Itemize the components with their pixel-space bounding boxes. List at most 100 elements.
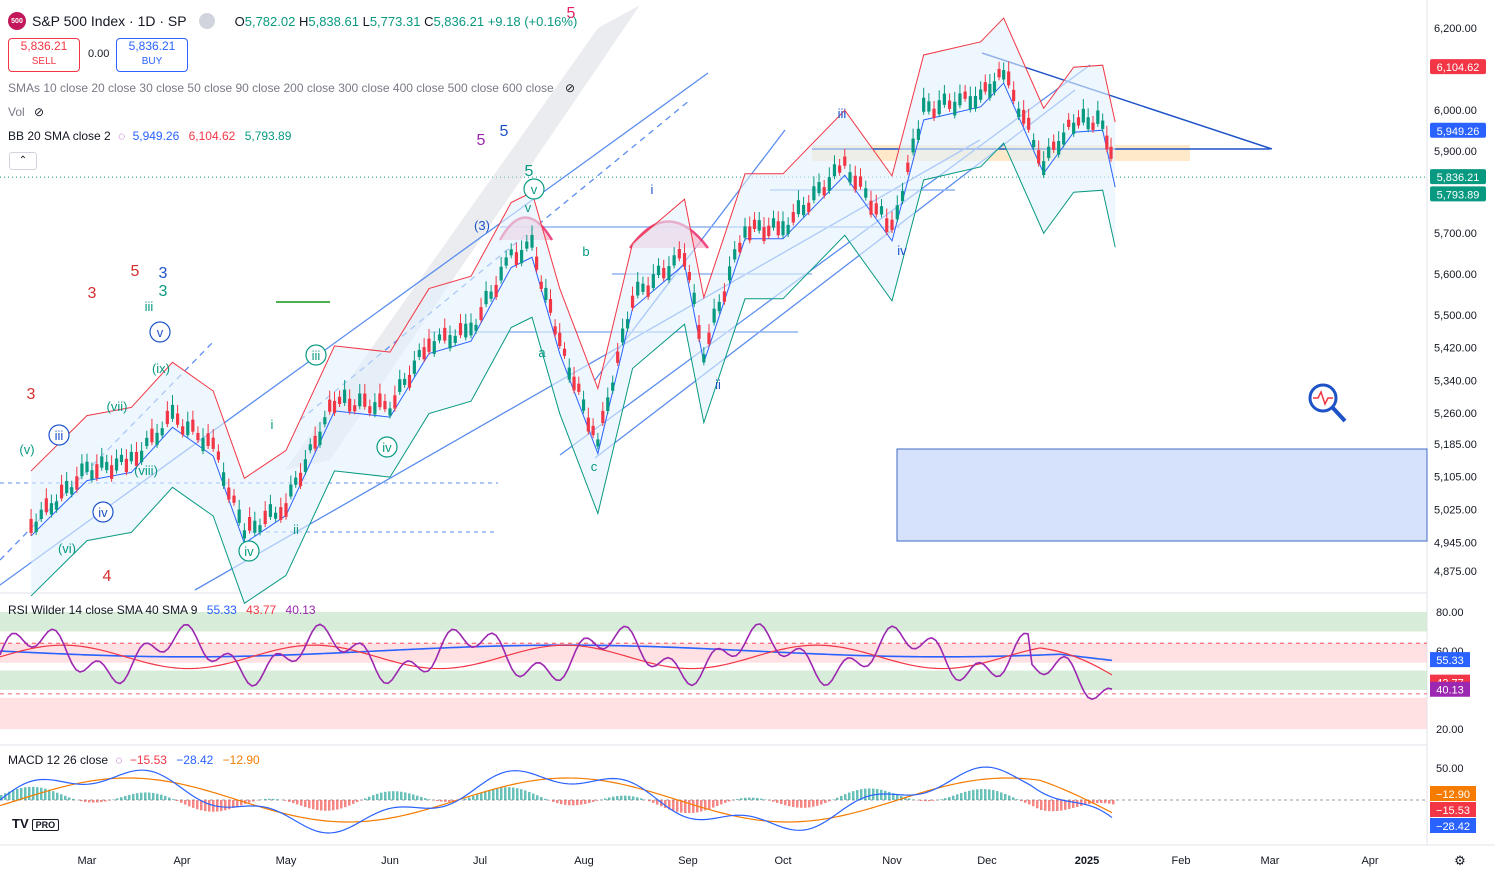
macd-histogram-bar	[268, 798, 271, 800]
macd-histogram-bar	[884, 790, 887, 800]
macd-histogram-bar	[48, 789, 51, 800]
rsi-oversold-zone	[0, 697, 1427, 729]
sma-legend[interactable]: SMAs 10 close 20 close 30 close 50 close…	[8, 81, 576, 95]
zoom-icon-handle	[1331, 406, 1347, 423]
candle-body	[900, 190, 905, 202]
candle-body	[318, 431, 322, 445]
wave-label: (ix)	[152, 361, 170, 376]
macd-histogram-bar	[628, 795, 631, 800]
candle-body	[398, 379, 402, 392]
candle-body	[479, 307, 483, 320]
eye-hidden-icon[interactable]: ⊘	[565, 81, 576, 95]
settings-gear-icon[interactable]: ⚙	[1454, 854, 1466, 869]
macd-histogram-bar	[176, 800, 179, 801]
wave-label: a	[538, 345, 546, 360]
candle-body	[1012, 89, 1016, 102]
macd-histogram-bar	[348, 800, 351, 806]
rsi-badge-label: 40.13	[1436, 685, 1464, 697]
macd-histogram-bar	[1044, 800, 1047, 811]
time-tick-label: Apr	[1361, 855, 1378, 867]
time-tick-label: Dec	[977, 855, 997, 867]
macd-histogram-bar	[752, 797, 755, 800]
macd-histogram-bar	[352, 800, 355, 804]
candle-body	[757, 220, 761, 231]
macd-histogram-bar	[136, 793, 139, 800]
candle-body	[988, 83, 992, 98]
macd-histogram-bar	[1068, 800, 1071, 809]
macd-histogram-bar	[228, 800, 231, 810]
macd-histogram-bar	[196, 800, 199, 810]
macd-histogram-bar	[124, 795, 127, 800]
macd-histogram-bar	[284, 800, 287, 801]
candle-body	[437, 334, 442, 341]
wave-label: 5	[131, 263, 140, 280]
eye-hidden-icon[interactable]: ⊘	[34, 105, 45, 119]
macd-histogram-bar	[712, 800, 715, 808]
macd-histogram-bar	[728, 800, 731, 802]
macd-histogram-bar	[1088, 800, 1091, 805]
candle-body	[1086, 117, 1090, 130]
candle-body	[858, 176, 863, 187]
time-tick-label: Oct	[774, 855, 791, 867]
macd-histogram-bar	[604, 798, 607, 800]
rsi-badge	[1430, 652, 1470, 668]
rsi-legend[interactable]: RSI Wilder 14 close SMA 40 SMA 9 55.33 4…	[8, 603, 316, 617]
candle-body	[1002, 70, 1006, 80]
candle-body	[363, 393, 367, 407]
wave-label: (viii)	[134, 463, 158, 478]
candle-body	[1062, 132, 1066, 145]
macd-histogram-bar	[568, 800, 571, 806]
wave-label: (3)	[474, 218, 490, 233]
macd-histogram-bar	[720, 800, 723, 805]
candle-body	[80, 463, 84, 477]
symbol-title[interactable]: S&P 500 Index · 1D · SP	[32, 13, 187, 29]
macd-histogram-bar	[468, 797, 471, 800]
macd-signal-line	[0, 777, 1113, 823]
candle-body	[294, 477, 298, 485]
candle-body	[1076, 117, 1081, 126]
candle-body	[412, 360, 416, 374]
buy-button[interactable]: 5,836.21 BUY	[116, 38, 188, 72]
candle-body	[738, 242, 742, 253]
macd-histogram-bar	[760, 798, 763, 800]
candle-body	[298, 472, 303, 487]
candle-body	[448, 335, 452, 349]
price-tick-label: 4,875.00	[1434, 566, 1477, 578]
macd-legend[interactable]: MACD 12 26 close ◌ −15.53 −28.42 −12.90	[8, 753, 260, 767]
macd-histogram-bar	[16, 788, 19, 800]
sell-button[interactable]: 5,836.21 SELL	[8, 38, 80, 72]
candle-body	[105, 461, 109, 471]
vol-legend[interactable]: Vol ⊘	[8, 105, 45, 119]
collapse-legend-button[interactable]: ⌃	[9, 152, 37, 170]
candle-body	[1007, 71, 1011, 86]
price-badge-label: 5,793.89	[1437, 189, 1480, 201]
macd-histogram-bar	[1032, 800, 1035, 807]
macd-histogram-bar	[908, 798, 911, 800]
wave-label: 5	[525, 163, 534, 180]
macd-histogram-bar	[64, 795, 67, 800]
candle-body	[544, 287, 548, 300]
macd-histogram-bar	[448, 800, 451, 802]
macd-histogram-bar	[996, 791, 999, 800]
macd-histogram-bar	[224, 800, 227, 811]
wave-label: (vi)	[58, 541, 76, 556]
macd-histogram-bar	[564, 800, 567, 805]
macd-histogram-bar	[512, 787, 515, 800]
candle-body	[520, 249, 524, 264]
macd-histogram-bar	[504, 787, 507, 800]
macd-histogram-bar	[152, 792, 155, 800]
macd-histogram-bar	[0, 794, 3, 800]
candle-body	[145, 437, 149, 447]
bb-legend[interactable]: BB 20 SMA close 2 ◌ 5,949.26 6,104.62 5,…	[8, 129, 292, 143]
macd-histogram-bar	[492, 789, 495, 800]
macd-histogram-bar	[812, 800, 815, 807]
candle-body	[687, 272, 691, 281]
candle-body	[717, 301, 721, 312]
price-tick-label: 6,200.00	[1434, 23, 1477, 35]
candle-body	[927, 101, 931, 112]
buy-price: 5,836.21	[128, 39, 176, 53]
circle-icon[interactable]	[198, 13, 215, 29]
macd-histogram-bar	[616, 796, 619, 800]
time-tick-label: Mar	[1261, 855, 1280, 867]
